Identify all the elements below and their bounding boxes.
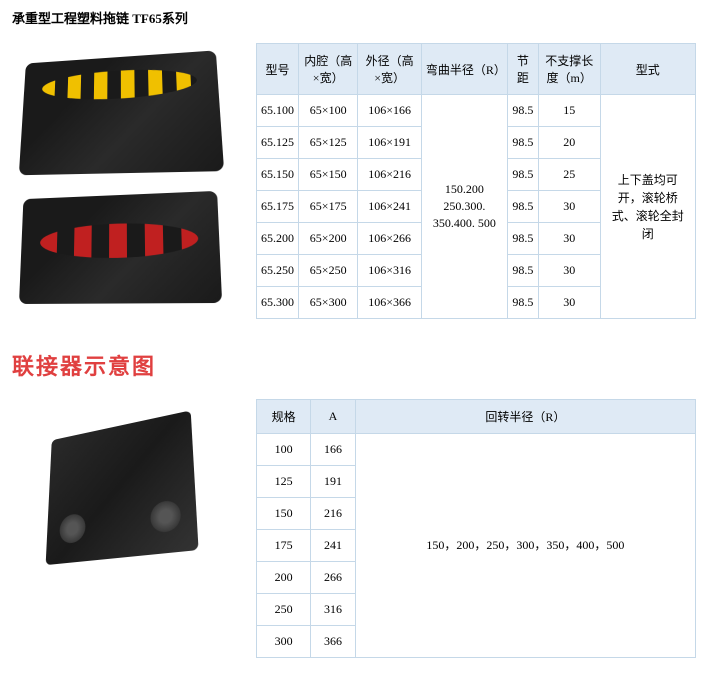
cell-bend-merged: 150.200 250.300. 350.400. 500	[421, 95, 507, 319]
cell-a: 316	[311, 594, 355, 626]
cell-outer: 106×316	[358, 255, 421, 287]
cell-a: 241	[311, 530, 355, 562]
cell-spec: 125	[257, 466, 311, 498]
cell-spec: 175	[257, 530, 311, 562]
table-row: 65.100 65×100 106×166 150.200 250.300. 3…	[257, 95, 696, 127]
cell-pitch: 98.5	[507, 255, 538, 287]
cell-outer: 106×191	[358, 127, 421, 159]
col-a: A	[311, 400, 355, 434]
cell-length: 15	[538, 95, 600, 127]
cell-inner: 65×250	[299, 255, 358, 287]
cell-spec: 100	[257, 434, 311, 466]
cell-model: 65.250	[257, 255, 299, 287]
cell-outer: 106×166	[358, 95, 421, 127]
cell-inner: 65×100	[299, 95, 358, 127]
spec-table: 型号 内腔（高×宽） 外径（高×宽） 弯曲半径（R） 节距 不支撑长度（m） 型…	[256, 43, 696, 319]
table-header-row: 规格 A 回转半径（R）	[257, 400, 696, 434]
cell-length: 30	[538, 191, 600, 223]
cell-outer: 106×241	[358, 191, 421, 223]
cell-a: 366	[311, 626, 355, 658]
cell-outer: 106×216	[358, 159, 421, 191]
product-image-col	[12, 43, 232, 319]
cell-outer: 106×366	[358, 287, 421, 319]
connector-heading: 联接器示意图	[12, 349, 696, 381]
col-model: 型号	[257, 44, 299, 95]
col-type: 型式	[600, 44, 695, 95]
cell-spec: 200	[257, 562, 311, 594]
section-connector: 规格 A 回转半径（R） 100 166 150，200，250，300，350…	[12, 399, 696, 658]
table-header-row: 型号 内腔（高×宽） 外径（高×宽） 弯曲半径（R） 节距 不支撑长度（m） 型…	[257, 44, 696, 95]
cell-model: 65.300	[257, 287, 299, 319]
cell-length: 20	[538, 127, 600, 159]
cell-model: 65.175	[257, 191, 299, 223]
cell-outer: 106×266	[358, 223, 421, 255]
cell-pitch: 98.5	[507, 95, 538, 127]
cell-length: 30	[538, 255, 600, 287]
cell-pitch: 98.5	[507, 191, 538, 223]
cell-a: 191	[311, 466, 355, 498]
connector-table: 规格 A 回转半径（R） 100 166 150，200，250，300，350…	[256, 399, 696, 658]
cell-inner: 65×125	[299, 127, 358, 159]
cell-model: 65.150	[257, 159, 299, 191]
cell-spec: 150	[257, 498, 311, 530]
col-length: 不支撑长度（m）	[538, 44, 600, 95]
col-radius: 回转半径（R）	[355, 400, 695, 434]
cell-pitch: 98.5	[507, 287, 538, 319]
cell-length: 30	[538, 287, 600, 319]
connector-image-col	[12, 399, 232, 658]
spec-table-col: 型号 内腔（高×宽） 外径（高×宽） 弯曲半径（R） 节距 不支撑长度（m） 型…	[256, 43, 696, 319]
col-spec: 规格	[257, 400, 311, 434]
cell-length: 25	[538, 159, 600, 191]
col-outer: 外径（高×宽）	[358, 44, 421, 95]
cell-type-merged: 上下盖均可开，滚轮桥式、滚轮全封闭	[600, 95, 695, 319]
cell-inner: 65×175	[299, 191, 358, 223]
col-pitch: 节距	[507, 44, 538, 95]
page-title: 承重型工程塑料拖链 TF65系列	[12, 8, 696, 27]
cell-inner: 65×200	[299, 223, 358, 255]
connector-image	[12, 399, 222, 579]
section-product: 型号 内腔（高×宽） 外径（高×宽） 弯曲半径（R） 节距 不支撑长度（m） 型…	[12, 43, 696, 319]
cell-pitch: 98.5	[507, 159, 538, 191]
cell-pitch: 98.5	[507, 223, 538, 255]
cell-radius-merged: 150，200，250，300，350，400，500	[355, 434, 695, 658]
cell-inner: 65×150	[299, 159, 358, 191]
col-inner: 内腔（高×宽）	[299, 44, 358, 95]
cell-a: 166	[311, 434, 355, 466]
cell-spec: 250	[257, 594, 311, 626]
table-row: 100 166 150，200，250，300，350，400，500	[257, 434, 696, 466]
cell-model: 65.100	[257, 95, 299, 127]
chain-product-image	[12, 43, 222, 303]
connector-table-col: 规格 A 回转半径（R） 100 166 150，200，250，300，350…	[256, 399, 696, 658]
cell-model: 65.200	[257, 223, 299, 255]
cell-pitch: 98.5	[507, 127, 538, 159]
cell-spec: 300	[257, 626, 311, 658]
cell-length: 30	[538, 223, 600, 255]
cell-a: 216	[311, 498, 355, 530]
cell-model: 65.125	[257, 127, 299, 159]
cell-a: 266	[311, 562, 355, 594]
cell-inner: 65×300	[299, 287, 358, 319]
col-bend: 弯曲半径（R）	[421, 44, 507, 95]
